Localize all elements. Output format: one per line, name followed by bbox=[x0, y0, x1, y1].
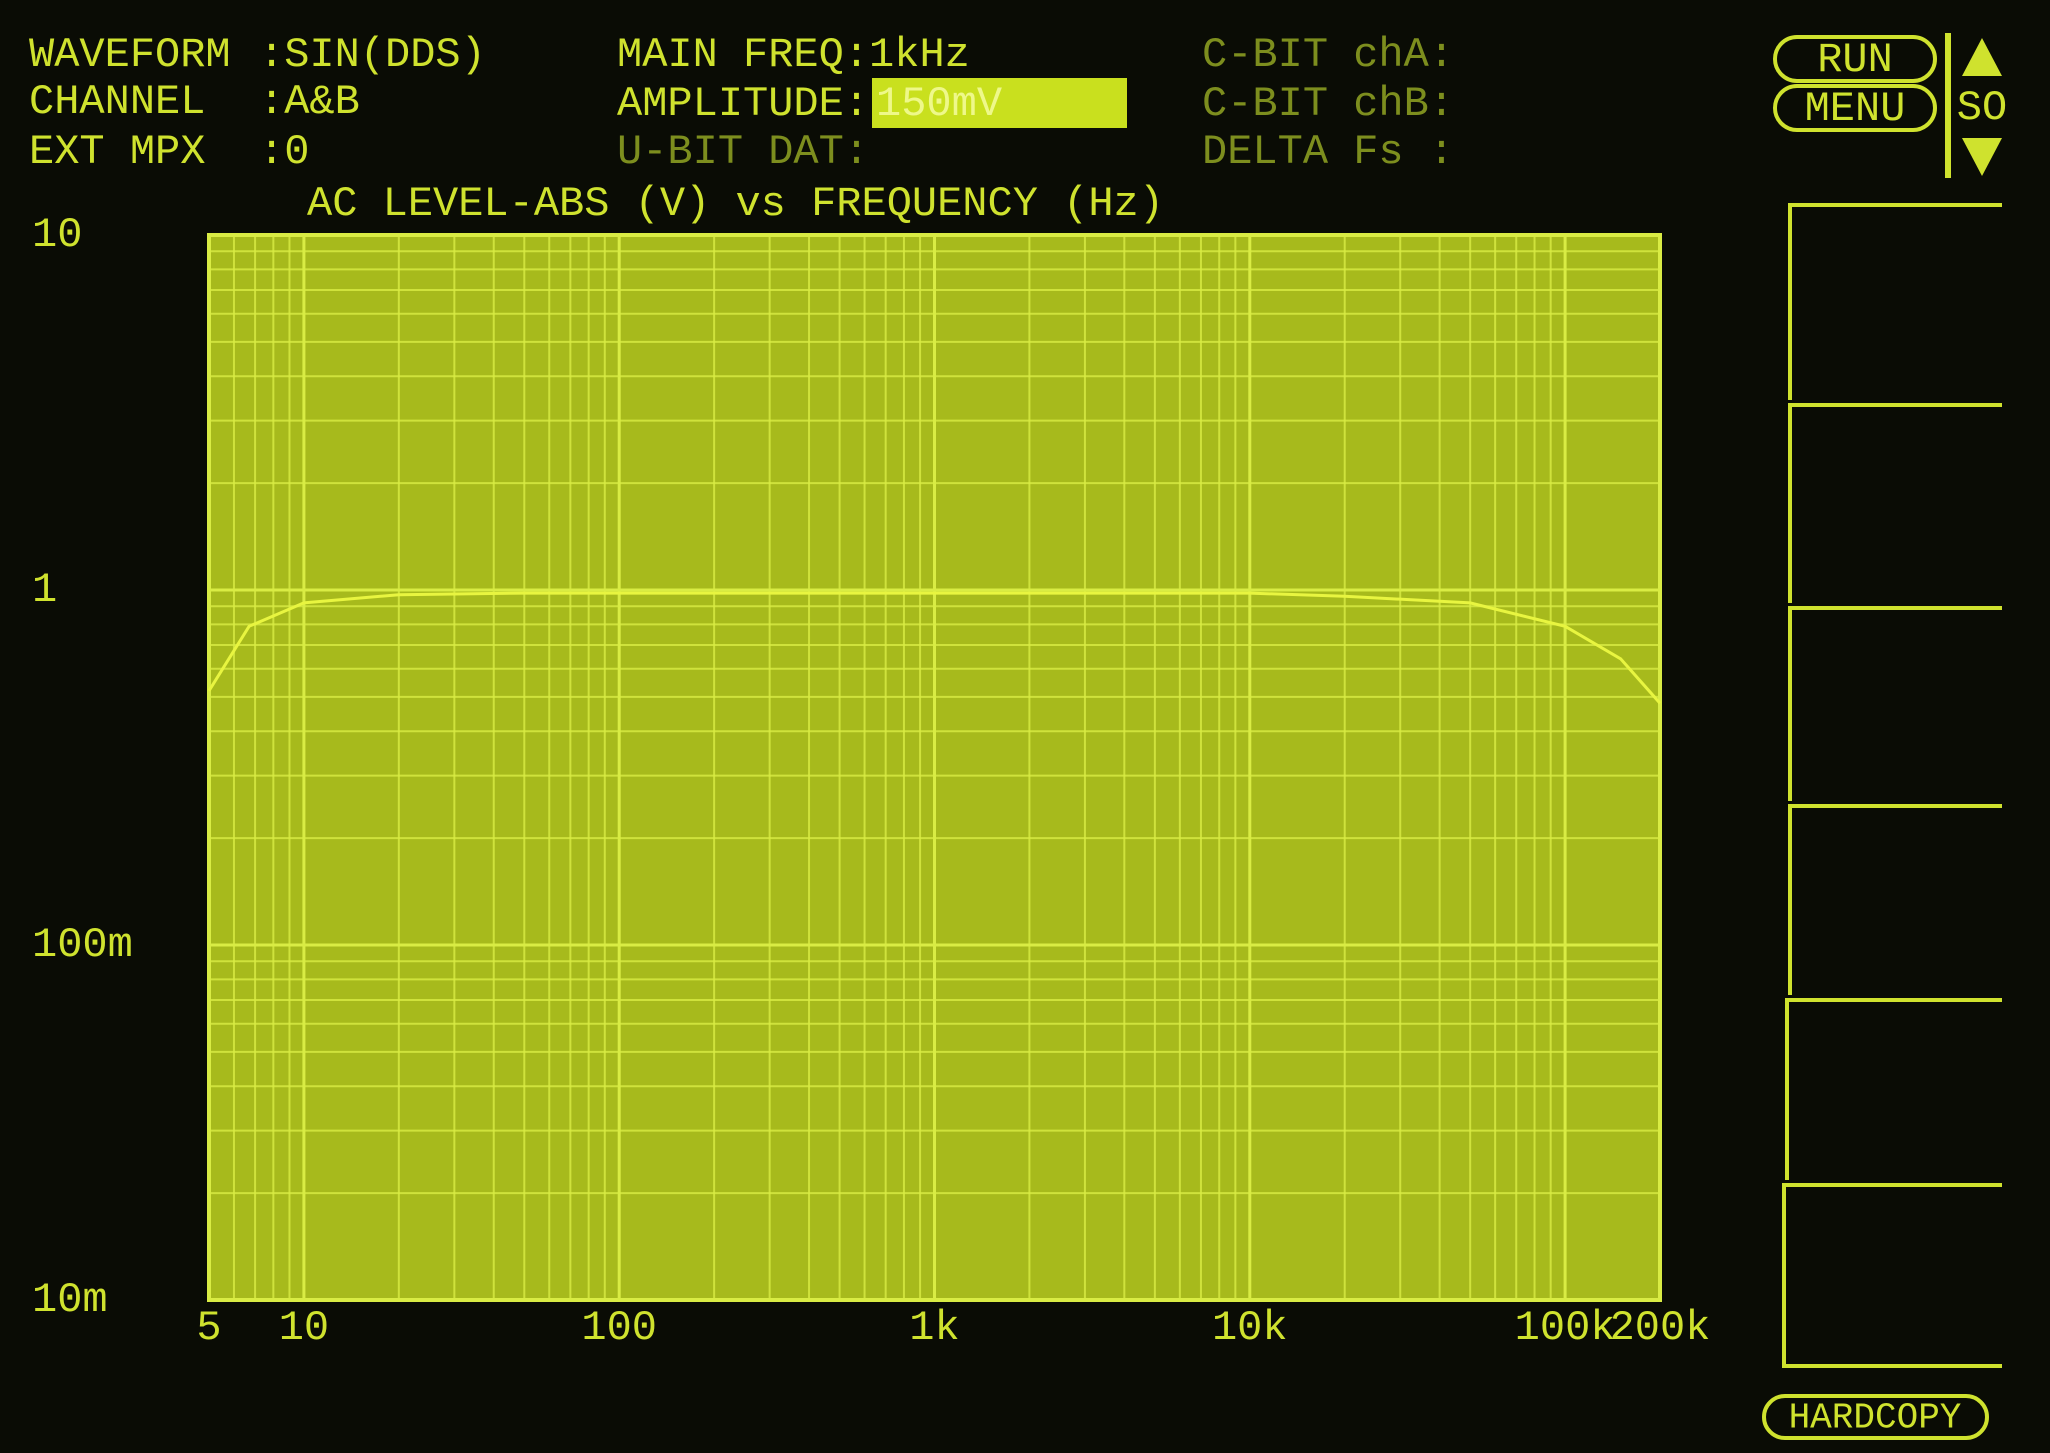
status-text: MAIN FREQ:1kHz bbox=[617, 31, 970, 79]
softkey-frames[interactable] bbox=[1782, 203, 2002, 1368]
key-label: RUN bbox=[1817, 36, 1893, 84]
down-arrow[interactable] bbox=[1962, 138, 2002, 176]
status-label: EXT MPX bbox=[29, 128, 205, 176]
y-tick-label: 1 bbox=[32, 566, 57, 614]
status-value: :0 bbox=[259, 128, 309, 176]
x-tick-label: 100 bbox=[581, 1304, 657, 1352]
x-tick-label: 200k bbox=[1610, 1304, 1711, 1352]
status-text: C-BIT chA: bbox=[1202, 31, 1454, 79]
status-value: :A&B bbox=[259, 78, 360, 126]
status-text: U-BIT DAT: bbox=[617, 128, 869, 176]
status-label: AMPLITUDE: bbox=[617, 80, 869, 128]
x-tick-label: 100k bbox=[1515, 1304, 1616, 1352]
run-key[interactable] bbox=[1773, 35, 1937, 83]
x-tick-label: 10k bbox=[1212, 1304, 1288, 1352]
hardcopy-key[interactable] bbox=[1762, 1394, 1989, 1440]
status-value: :SIN(DDS) bbox=[259, 31, 486, 79]
status-text: DELTA Fs : bbox=[1202, 128, 1454, 176]
level-curve bbox=[207, 591, 1662, 705]
key-label: HARDCOPY bbox=[1789, 1398, 1962, 1439]
menu-key[interactable] bbox=[1773, 84, 1937, 132]
y-tick-label: 10m bbox=[32, 1276, 108, 1324]
highlight-box bbox=[872, 78, 1127, 128]
x-tick-label: 5 bbox=[196, 1304, 221, 1352]
plot-border bbox=[207, 233, 1662, 1302]
status-text: C-BIT chB: bbox=[1202, 80, 1454, 128]
key-label: MENU bbox=[1805, 85, 1906, 133]
status-value[interactable]: 150mV bbox=[876, 80, 1002, 128]
x-tick-label: 10 bbox=[279, 1304, 329, 1352]
status-label: CHANNEL bbox=[29, 78, 205, 126]
status-label: WAVEFORM bbox=[29, 31, 231, 79]
y-tick-label: 100m bbox=[32, 921, 133, 969]
key-label: SO bbox=[1957, 84, 2007, 132]
up-arrow[interactable] bbox=[1962, 38, 2002, 76]
x-tick-label: 1k bbox=[909, 1304, 959, 1352]
chart-title: AC LEVEL-ABS (V) vs FREQUENCY (Hz) bbox=[307, 180, 1164, 228]
y-tick-label: 10 bbox=[32, 211, 82, 259]
